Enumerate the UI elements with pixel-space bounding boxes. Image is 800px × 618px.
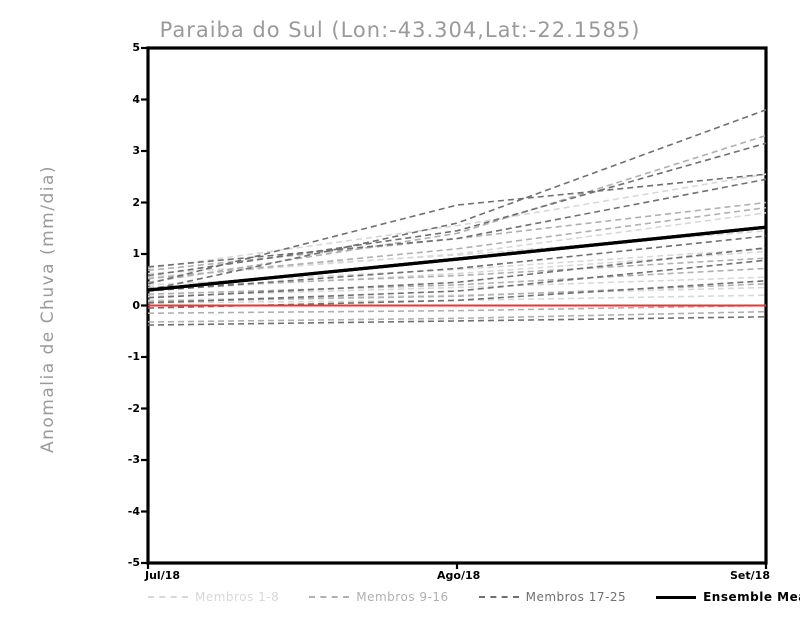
legend-item[interactable]: Membros 1-8 — [148, 590, 279, 604]
legend-label: Membros 9-16 — [356, 590, 449, 604]
ensemble-member-line — [147, 247, 767, 299]
ensemble-member-line — [147, 109, 767, 291]
ensemble-member-line — [147, 259, 767, 304]
legend-swatch-icon — [478, 596, 519, 598]
ensemble-member-line — [147, 304, 767, 315]
ensemble-member-line — [147, 178, 767, 268]
legend-item[interactable]: Ensemble Mean — [656, 590, 800, 604]
ensemble-member-line — [147, 310, 767, 323]
ensemble-member-line — [147, 173, 767, 285]
ensemble-member-line — [147, 206, 767, 280]
y-axis-tick-label: 1 — [132, 247, 140, 260]
y-axis-tick-label: -5 — [127, 556, 140, 569]
chart-title: Paraiba do Sul (Lon:-43.304,Lat:-22.1585… — [159, 18, 641, 42]
ensemble-member-line — [147, 316, 767, 326]
x-axis-tick-label: Set/18 — [730, 569, 770, 582]
y-axis-tick-label: 0 — [132, 298, 140, 312]
y-axis-tick-label: -1 — [127, 350, 140, 363]
ensemble-member-line — [147, 142, 767, 277]
ensemble-mean-line-top — [147, 225, 767, 292]
legend-item[interactable]: Membros 9-16 — [309, 590, 448, 604]
y-axis-tick-label: 5 — [132, 41, 140, 54]
x-axis-tick-label: Jul/18 — [145, 569, 181, 582]
ensemble-member-line — [147, 294, 767, 304]
ensemble-member-line — [147, 173, 767, 270]
legend-item[interactable]: Membros 17-25 — [478, 590, 627, 604]
ensemble-member-line — [147, 250, 767, 291]
y-axis-tick-label: 4 — [132, 92, 140, 106]
legend-label: Membros 1-8 — [195, 590, 280, 604]
legend-swatch-icon — [309, 596, 350, 598]
y-axis-tick-label: 3 — [132, 144, 140, 157]
x-axis-tick-label: Ago/18 — [437, 569, 481, 582]
legend-swatch-icon — [656, 595, 697, 599]
legend-label: Membros 17-25 — [525, 590, 627, 604]
ensemble-member-line — [147, 235, 767, 292]
y-axis-tick-label: -2 — [127, 401, 140, 415]
y-axis-tick-label: -3 — [127, 453, 140, 466]
chart-legend: Membros 1-8 Membros 9-16 Membros 17-25 Ense… — [148, 586, 800, 608]
legend-label: Ensemble Mean — [703, 590, 800, 604]
ensemble-member-line — [147, 267, 767, 295]
y-axis-tick-label: 2 — [132, 195, 140, 209]
legend-swatch-icon — [148, 596, 188, 598]
y-axis-tick-label: -4 — [127, 504, 140, 518]
ensemble-member-line — [147, 134, 767, 284]
